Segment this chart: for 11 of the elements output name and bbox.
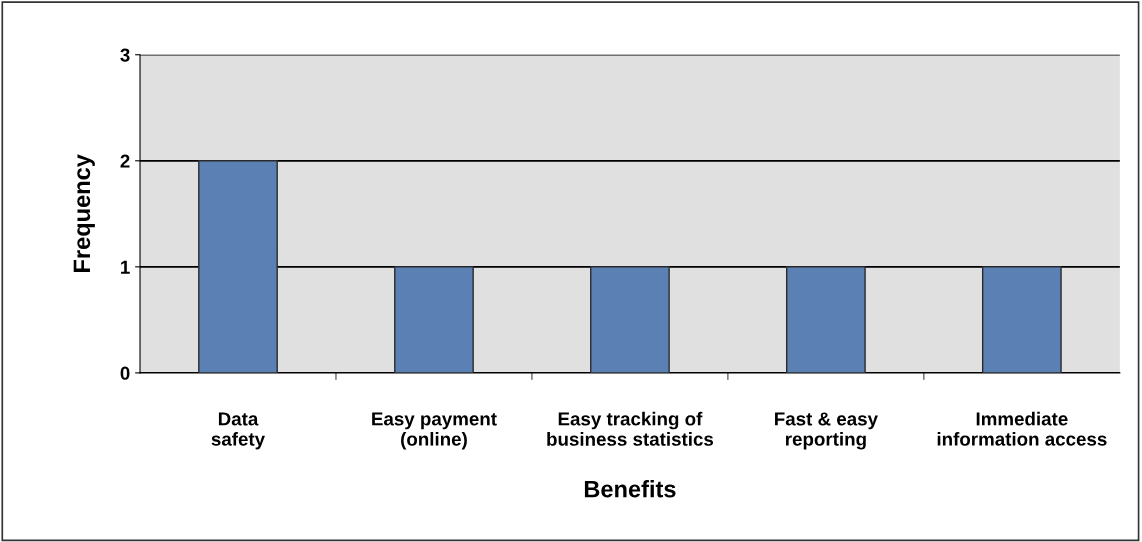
x-tick-label: Data safety [211, 412, 265, 450]
x-tick-label: Fast & easy reporting [775, 412, 878, 450]
x-tick-label: Immediate information access [937, 411, 1107, 446]
y-tick-label: 1 [121, 260, 130, 274]
y-tick-label: 3 [120, 48, 130, 62]
x-tick-label: Easy tracking of business statistics [547, 411, 714, 446]
y-axis-title: Frequency [73, 154, 95, 272]
x-axis-title: Benefits [584, 480, 676, 498]
y-tick-label: 0 [120, 366, 130, 380]
x-tick-label: Easy payment (online) [372, 412, 497, 450]
y-tick-label: 2 [120, 154, 130, 168]
